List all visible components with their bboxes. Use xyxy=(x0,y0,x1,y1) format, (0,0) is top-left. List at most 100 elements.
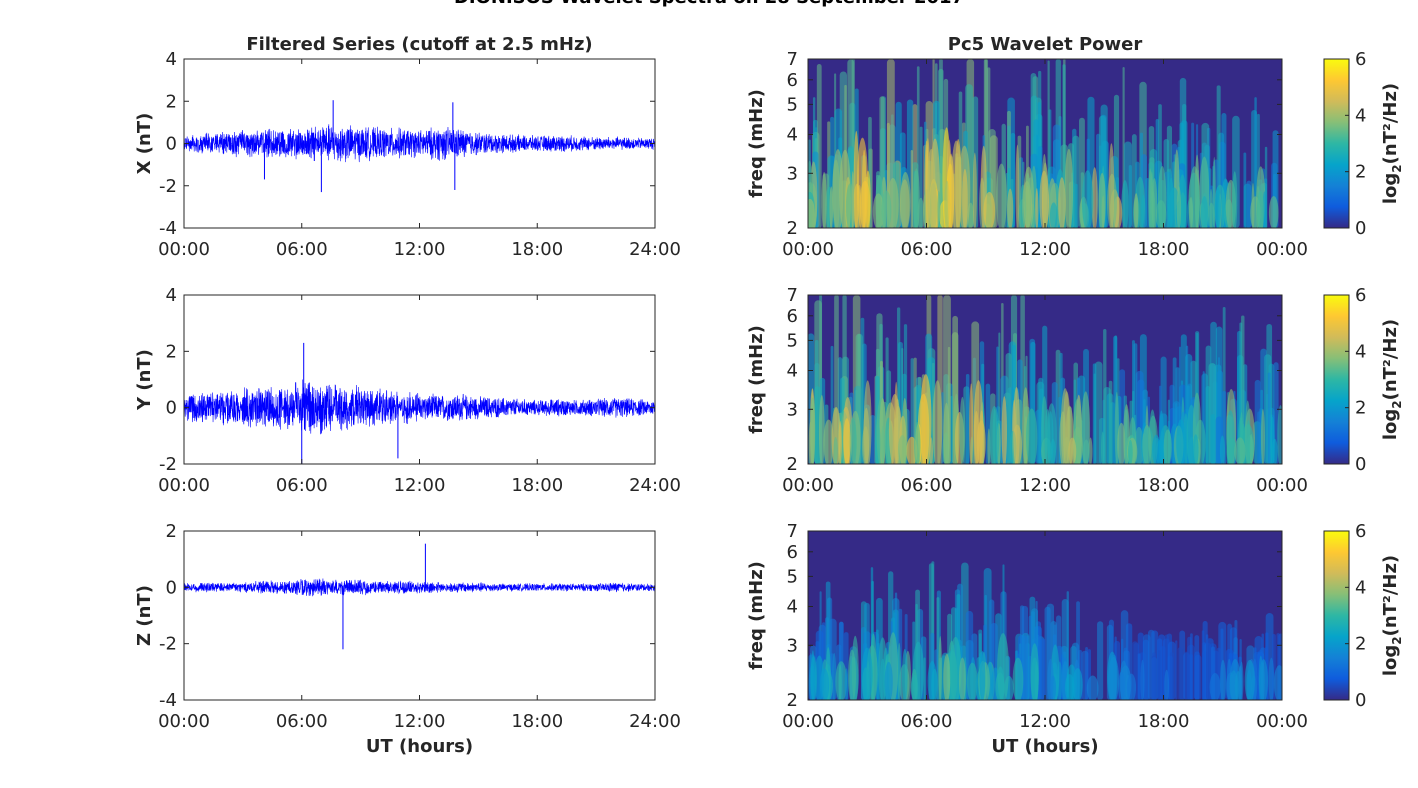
heatmap-streak xyxy=(1158,650,1161,700)
heatmap-lobe xyxy=(1140,659,1145,700)
data-trace xyxy=(183,124,656,163)
heatmap-image xyxy=(808,295,1282,464)
colorbar-tick-label: 6 xyxy=(1355,285,1366,306)
x-tick-label: 00:00 xyxy=(782,475,834,496)
y-tick-label: 4 xyxy=(787,596,798,617)
y-tick-label: 3 xyxy=(787,163,798,184)
x-tick-label: 18:00 xyxy=(1138,239,1190,260)
heatmap-lobe xyxy=(1126,673,1137,700)
heatmap-lobe xyxy=(1107,656,1120,700)
heatmap-lobe xyxy=(1064,148,1074,228)
x-tick-label: 00:00 xyxy=(782,711,834,732)
y-tick-label: 3 xyxy=(787,635,798,656)
y-tick-label: 7 xyxy=(787,49,798,70)
heatmap-streak xyxy=(1267,372,1271,464)
heatmap-lobe xyxy=(1141,194,1146,228)
heatmap-lobe xyxy=(1176,419,1186,464)
heatmap-lobe xyxy=(819,668,830,700)
colorbar-tick-label: 2 xyxy=(1355,634,1366,655)
y-axis-label: Y (nT) xyxy=(134,349,155,411)
heatmap-streak xyxy=(1074,183,1078,228)
y-tick-label: 6 xyxy=(787,306,798,327)
colorbar-tick-label: 2 xyxy=(1355,162,1366,183)
x-tick-label: 18:00 xyxy=(1138,711,1190,732)
x-tick-label: 12:00 xyxy=(394,239,446,260)
y-tick-label: 2 xyxy=(787,218,798,239)
heatmap-streak xyxy=(1137,653,1141,700)
colorbar-tick-label: 0 xyxy=(1355,690,1366,711)
x-tick-label: 24:00 xyxy=(629,711,681,732)
colorbar-gradient xyxy=(1323,58,1350,229)
heatmap-streak xyxy=(814,339,819,464)
heatmap-lobe xyxy=(976,420,986,464)
x-tick-label: 18:00 xyxy=(511,475,563,496)
x-tick-label: 00:00 xyxy=(158,711,210,732)
y-tick-label: -2 xyxy=(159,176,177,197)
heatmap-lobe xyxy=(1152,434,1161,464)
x-tick-label: 12:00 xyxy=(1019,239,1071,260)
heatmap-lobe xyxy=(1260,660,1265,700)
y-tick-label: 0 xyxy=(166,398,177,419)
y-tick-label: 4 xyxy=(166,49,177,70)
y-tick-label: 3 xyxy=(787,399,798,420)
colorbar-gradient xyxy=(1323,294,1350,465)
heatmap-lobe xyxy=(1273,665,1282,700)
colorbar: 0 2 4 6 log2(nT²/Hz) xyxy=(1323,285,1404,475)
heatmap-lobe xyxy=(966,662,978,700)
y-tick-label: -4 xyxy=(159,690,177,711)
colorbar: 0 2 4 6 log2(nT²/Hz) xyxy=(1323,49,1404,239)
heatmap-lobe xyxy=(897,642,902,700)
heatmap-streak xyxy=(923,657,926,700)
heatmap-lobe xyxy=(1209,188,1213,228)
y-tick-label: 2 xyxy=(166,341,177,362)
heatmap-lobe xyxy=(983,191,996,228)
heatmap-streak xyxy=(1097,621,1104,700)
heatmap-streak xyxy=(1108,380,1113,464)
heatmap-lobe xyxy=(838,420,842,464)
y-tick-label: -2 xyxy=(159,454,177,475)
data-trace xyxy=(183,379,656,435)
heatmap-lobe xyxy=(913,421,921,464)
heatmap-streak xyxy=(1194,635,1200,700)
heatmap-lobe xyxy=(1232,171,1238,228)
x-tick-label: 00:00 xyxy=(158,239,210,260)
heatmap-lobe xyxy=(969,383,974,464)
x-tick-label: 00:00 xyxy=(1256,475,1308,496)
y-axis-label: freq (mHz) xyxy=(746,561,767,670)
heatmap-lobe xyxy=(1039,170,1049,228)
heatmap-lobe xyxy=(937,190,941,228)
heatmap-streak xyxy=(1081,650,1089,700)
heatmap-lobe xyxy=(1086,675,1099,700)
heatmap-lobe xyxy=(1163,429,1172,464)
heatmap-lobe xyxy=(959,396,966,464)
y-tick-label: 7 xyxy=(787,521,798,542)
colorbar-label: log2(nT²/Hz) xyxy=(1380,555,1404,676)
heatmap-lobe xyxy=(1268,196,1279,228)
y-tick-label: 2 xyxy=(166,91,177,112)
x-tick-label: 12:00 xyxy=(394,475,446,496)
x-tick-label: 00:00 xyxy=(158,475,210,496)
y-tick-label: 0 xyxy=(166,134,177,155)
heatmap-lobe xyxy=(1013,386,1020,464)
heatmap-streak xyxy=(1210,414,1215,464)
heatmap-lobe xyxy=(927,148,936,228)
heatmap-lobe xyxy=(1025,408,1038,464)
heatmap-lobe xyxy=(898,435,907,464)
colorbar-tick-label: 4 xyxy=(1355,577,1366,598)
colorbar-tick-label: 0 xyxy=(1355,218,1366,239)
heatmap-lobe xyxy=(848,417,857,464)
heatmap-lobe xyxy=(1151,178,1158,228)
x-series-panel: -4 -2 0 2 4 X (nT) 00:00 06:00 12:00 18:00 24:00 Fi… xyxy=(134,34,681,260)
heatmap-lobe xyxy=(899,179,910,228)
heatmap-lobe xyxy=(1212,156,1216,228)
heatmap-lobe xyxy=(1260,409,1265,464)
heatmap-lobe xyxy=(943,653,951,700)
y-tick-label: -2 xyxy=(159,634,177,655)
x-tick-label: 06:00 xyxy=(276,239,328,260)
heatmap-lobe xyxy=(1200,196,1208,228)
x-tick-label: 06:00 xyxy=(276,711,328,732)
y-tick-label: 2 xyxy=(787,690,798,711)
